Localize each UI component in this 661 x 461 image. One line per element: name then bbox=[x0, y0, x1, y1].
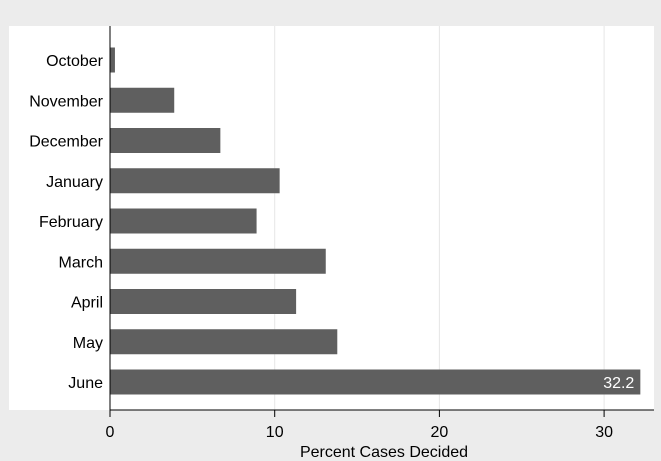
x-axis: 0 10 20 30 bbox=[106, 26, 654, 441]
bar-february bbox=[110, 208, 257, 234]
x-tick-label: 20 bbox=[431, 424, 449, 441]
x-axis-title: Percent Cases Decided bbox=[300, 444, 468, 461]
bar-april bbox=[110, 289, 297, 314]
bar-december bbox=[110, 128, 221, 153]
x-tick-label: 0 bbox=[106, 424, 115, 441]
category-label: January bbox=[46, 174, 103, 191]
data-label: 32.2 bbox=[603, 375, 634, 392]
x-tick-label: 30 bbox=[595, 424, 613, 441]
bar-may bbox=[110, 329, 338, 355]
bar-march bbox=[110, 248, 326, 274]
bar-june bbox=[110, 369, 641, 395]
bar-october bbox=[110, 47, 115, 73]
category-label: February bbox=[39, 214, 103, 231]
category-label: October bbox=[46, 53, 104, 70]
category-label: November bbox=[29, 93, 103, 110]
category-label: March bbox=[59, 254, 103, 271]
category-label: June bbox=[68, 375, 103, 392]
category-label: December bbox=[29, 134, 103, 151]
category-label: April bbox=[71, 295, 103, 312]
category-label: May bbox=[73, 335, 103, 352]
bar-november bbox=[110, 87, 175, 113]
bar-january bbox=[110, 168, 280, 194]
bars: 32.2 bbox=[110, 47, 641, 395]
category-labels: October November December January February Ma… bbox=[29, 53, 103, 392]
x-tick-label: 10 bbox=[266, 424, 284, 441]
